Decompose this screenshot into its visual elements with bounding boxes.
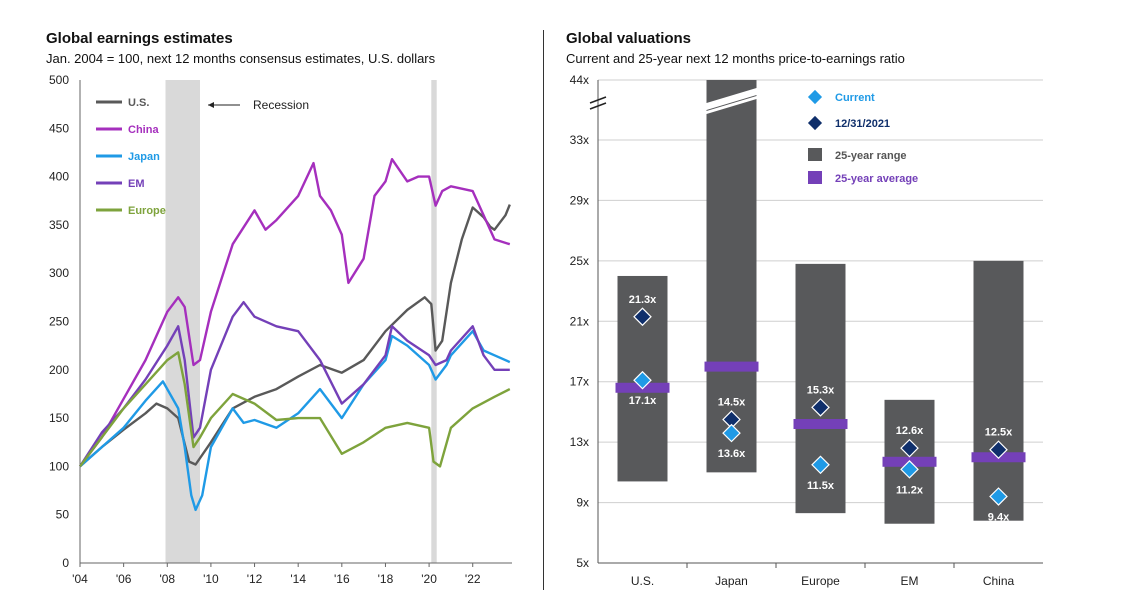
x-tick-label: '14 <box>290 572 306 586</box>
dec2021-label-2: 15.3x <box>807 384 835 396</box>
axis-break-mark <box>589 96 607 104</box>
dec2021-label-4: 12.5x <box>985 427 1013 439</box>
current-marker-2 <box>811 455 830 475</box>
left-chart-subtitle: Jan. 2004 = 100, next 12 months consensu… <box>46 51 436 66</box>
y-tick-label: 44x <box>570 73 589 87</box>
category-label: EM <box>901 574 919 588</box>
y-tick-label: 300 <box>49 266 69 280</box>
series-line-europe <box>79 351 511 468</box>
legend-label-china: China <box>128 124 159 136</box>
dec2021-marker-4 <box>989 440 1008 460</box>
recession-band-0 <box>165 80 200 563</box>
y-tick-label: 200 <box>49 363 69 377</box>
y-tick-label: 400 <box>49 170 69 184</box>
legend-label-em: EM <box>128 178 145 190</box>
current-label-2: 11.5x <box>807 480 835 492</box>
range-bar-1 <box>706 80 757 473</box>
dec2021-marker-0 <box>633 307 652 327</box>
range-bar-4 <box>973 260 1024 521</box>
legend-current-label: Current <box>835 92 875 104</box>
y-tick-label: 50 <box>56 508 70 522</box>
y-tick-label: 5x <box>576 556 589 570</box>
current-label-1: 13.6x <box>718 448 746 460</box>
y-tick-label: 0 <box>62 556 69 570</box>
legend-average-label: 25-year average <box>835 173 918 185</box>
right-chart-subtitle: Current and 25-year next 12 months price… <box>566 51 905 66</box>
bar-break-stripe <box>706 88 757 110</box>
legend-range-label: 25-year range <box>835 150 907 162</box>
y-tick-label: 25x <box>570 254 589 268</box>
y-tick-label: 100 <box>49 459 69 473</box>
legend-dec2021-swatch <box>807 115 823 131</box>
dec2021-marker-1 <box>722 410 741 429</box>
dec2021-label-0: 21.3x <box>629 294 657 306</box>
dec2021-marker-2 <box>811 398 830 417</box>
right-chart-title: Global valuations <box>566 30 692 47</box>
series-line-us <box>79 204 511 468</box>
current-marker-1 <box>722 423 741 443</box>
x-tick-label: '16 <box>334 572 350 586</box>
y-tick-label: 9x <box>576 496 589 510</box>
current-marker-0 <box>633 370 652 390</box>
series-line-japan <box>79 330 511 512</box>
legend-label-europe: Europe <box>128 205 166 217</box>
average-marker-2 <box>793 419 848 430</box>
current-marker-3 <box>900 460 919 479</box>
legend-dec2021-label: 12/31/2021 <box>835 118 890 130</box>
axis-break-mark <box>589 102 607 110</box>
legend-average-swatch <box>808 171 822 184</box>
x-tick-label: '12 <box>247 572 263 586</box>
series-line-china <box>79 157 511 468</box>
left-chart-title: Global earnings estimates <box>46 30 233 47</box>
dec2021-label-1: 14.5x <box>718 396 746 408</box>
category-label: China <box>983 574 1015 588</box>
panel-divider <box>543 30 544 590</box>
recession-arrow-head <box>208 102 214 108</box>
y-tick-label: 450 <box>49 121 69 135</box>
current-label-0: 17.1x <box>629 395 657 407</box>
y-tick-label: 350 <box>49 218 69 232</box>
x-tick-label: '22 <box>465 572 481 586</box>
x-tick-label: '04 <box>72 572 88 586</box>
y-tick-label: 33x <box>570 133 589 147</box>
current-marker-4 <box>989 487 1008 506</box>
y-tick-label: 150 <box>49 411 69 425</box>
series-line-em <box>78 301 510 468</box>
y-tick-label: 29x <box>570 193 589 207</box>
category-label: Europe <box>801 574 840 588</box>
current-label-4: 9.4x <box>988 512 1010 524</box>
recession-label: Recession <box>253 98 309 112</box>
y-tick-label: 500 <box>49 73 69 87</box>
y-tick-label: 13x <box>570 435 589 449</box>
category-label: U.S. <box>631 574 654 588</box>
x-tick-label: '06 <box>116 572 132 586</box>
earnings-line-chart: 0 50 100 150 200 250 300 350 400 450 500 '04 '06 '08 '… <box>49 73 512 586</box>
bar-break-stripe <box>706 96 757 114</box>
y-tick-label: 21x <box>570 314 589 328</box>
dec2021-label-3: 12.6x <box>896 425 924 437</box>
y-tick-label: 17x <box>570 375 589 389</box>
category-label: Japan <box>715 574 748 588</box>
dec2021-marker-3 <box>900 438 919 458</box>
legend-current-swatch <box>807 89 823 105</box>
x-tick-label: '10 <box>203 572 219 586</box>
legend-label-us: U.S. <box>128 97 149 109</box>
legend-label-japan: Japan <box>128 151 160 163</box>
current-label-3: 11.2x <box>896 484 924 496</box>
x-tick-label: '20 <box>421 572 437 586</box>
x-tick-label: '18 <box>378 572 394 586</box>
x-tick-label: '08 <box>159 572 175 586</box>
average-marker-1 <box>704 361 759 372</box>
legend-range-swatch <box>808 148 822 161</box>
y-tick-label: 250 <box>49 315 69 329</box>
